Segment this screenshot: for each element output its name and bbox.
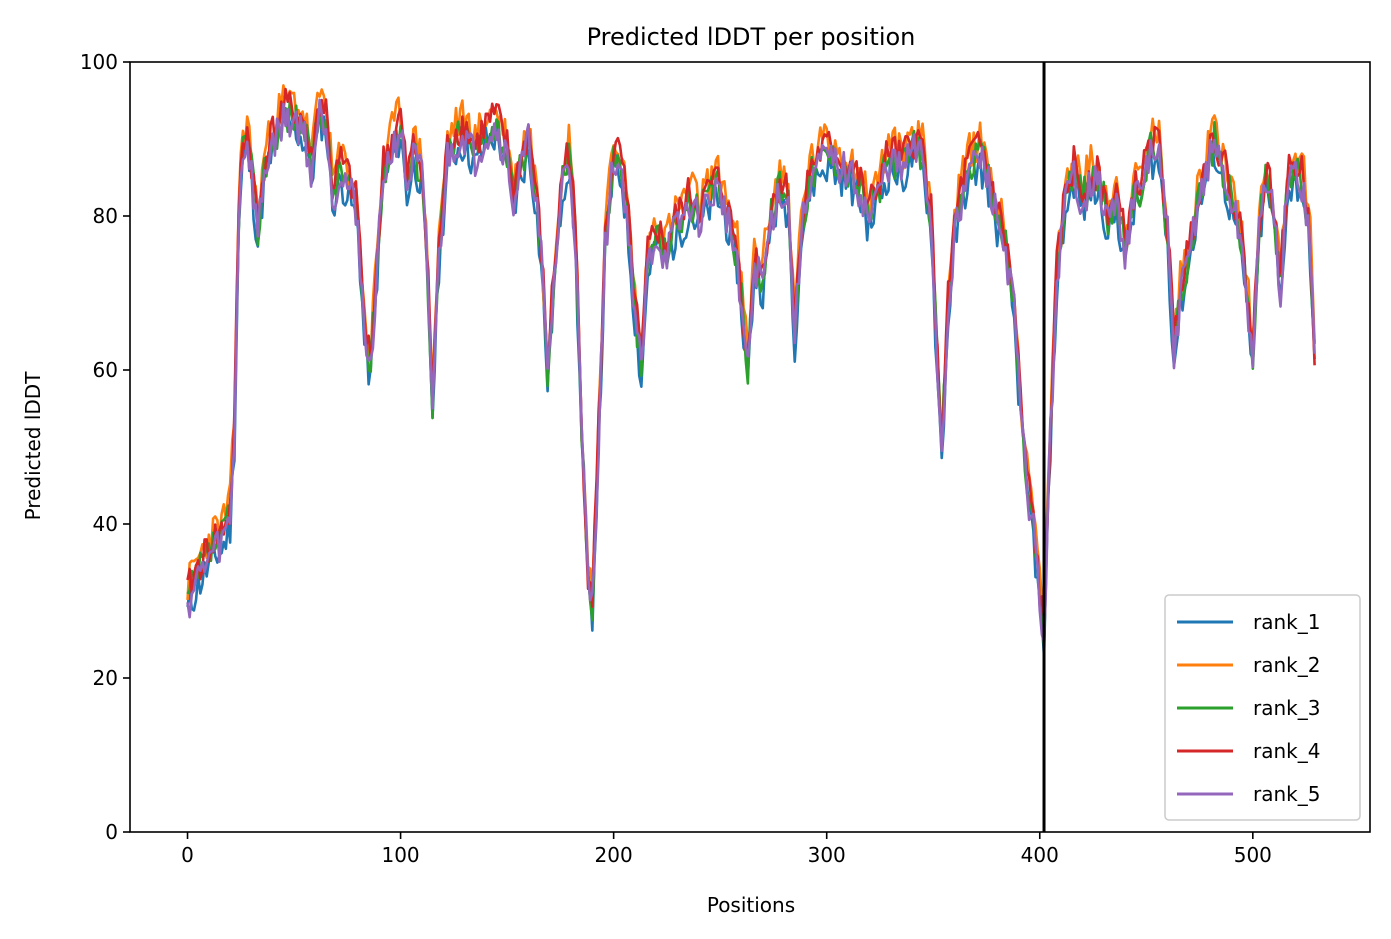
- x-tick-label: 300: [808, 843, 846, 867]
- y-tick-label: 40: [93, 512, 118, 536]
- x-tick-label: 100: [381, 843, 419, 867]
- plot-lines: [186, 62, 1316, 832]
- legend-label-rank_1: rank_1: [1253, 610, 1320, 634]
- chart-title: Predicted lDDT per position: [587, 23, 916, 51]
- y-tick-label: 20: [93, 666, 118, 690]
- y-axis-label: Predicted lDDT: [21, 371, 45, 521]
- y-tick-label: 0: [105, 820, 118, 844]
- series-line-rank_5: [186, 98, 1316, 644]
- legend-box: [1164, 594, 1361, 821]
- legend-label-rank_3: rank_3: [1253, 696, 1320, 720]
- x-tick-label: 0: [181, 843, 194, 867]
- plot-frame: [129, 61, 1371, 833]
- y-tick-label: 80: [93, 204, 118, 228]
- legend-label-rank_2: rank_2: [1253, 653, 1320, 677]
- legend: rank_1 rank_2 rank_3 rank_4 rank_5: [1164, 594, 1361, 821]
- x-tick-label: 400: [1021, 843, 1059, 867]
- x-tick-label: 200: [595, 843, 633, 867]
- x-axis-label: Positions: [707, 893, 795, 917]
- y-tick-label: 60: [93, 358, 118, 382]
- legend-label-rank_5: rank_5: [1253, 782, 1320, 806]
- y-tick-label: 100: [80, 50, 118, 74]
- legend-label-rank_4: rank_4: [1253, 739, 1320, 763]
- x-tick-label: 500: [1234, 843, 1272, 867]
- axes: 0 100 200 300 400 500 0 20 40 60 80 100: [80, 50, 1371, 867]
